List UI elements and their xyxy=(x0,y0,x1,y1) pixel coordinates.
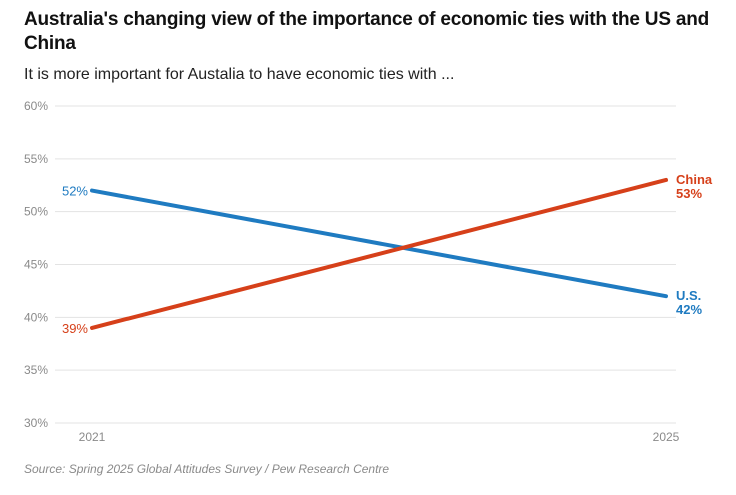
x-tick-label: 2025 xyxy=(653,430,680,444)
series-name-label: U.S. xyxy=(676,288,701,303)
series-name-label: China xyxy=(676,172,713,187)
y-tick-label: 35% xyxy=(24,363,48,377)
y-tick-label: 40% xyxy=(24,310,48,324)
chart-subtitle: It is more important for Austalia to hav… xyxy=(24,66,455,83)
y-tick-label: 45% xyxy=(24,258,48,272)
x-tick-label: 2021 xyxy=(79,430,106,444)
start-data-label: 39% xyxy=(62,321,88,336)
series-line xyxy=(90,188,668,299)
source-note: Source: Spring 2025 Global Attitudes Sur… xyxy=(24,462,390,476)
start-data-label: 52% xyxy=(62,184,88,199)
series-line xyxy=(90,177,668,330)
y-tick-label: 50% xyxy=(24,205,48,219)
y-tick-label: 55% xyxy=(24,152,48,166)
y-tick-label: 60% xyxy=(24,99,48,113)
end-data-label: 53% xyxy=(676,186,702,201)
end-data-label: 42% xyxy=(676,302,702,317)
y-tick-label: 30% xyxy=(24,416,48,430)
chart-title: Australia's changing view of the importa… xyxy=(24,9,710,54)
